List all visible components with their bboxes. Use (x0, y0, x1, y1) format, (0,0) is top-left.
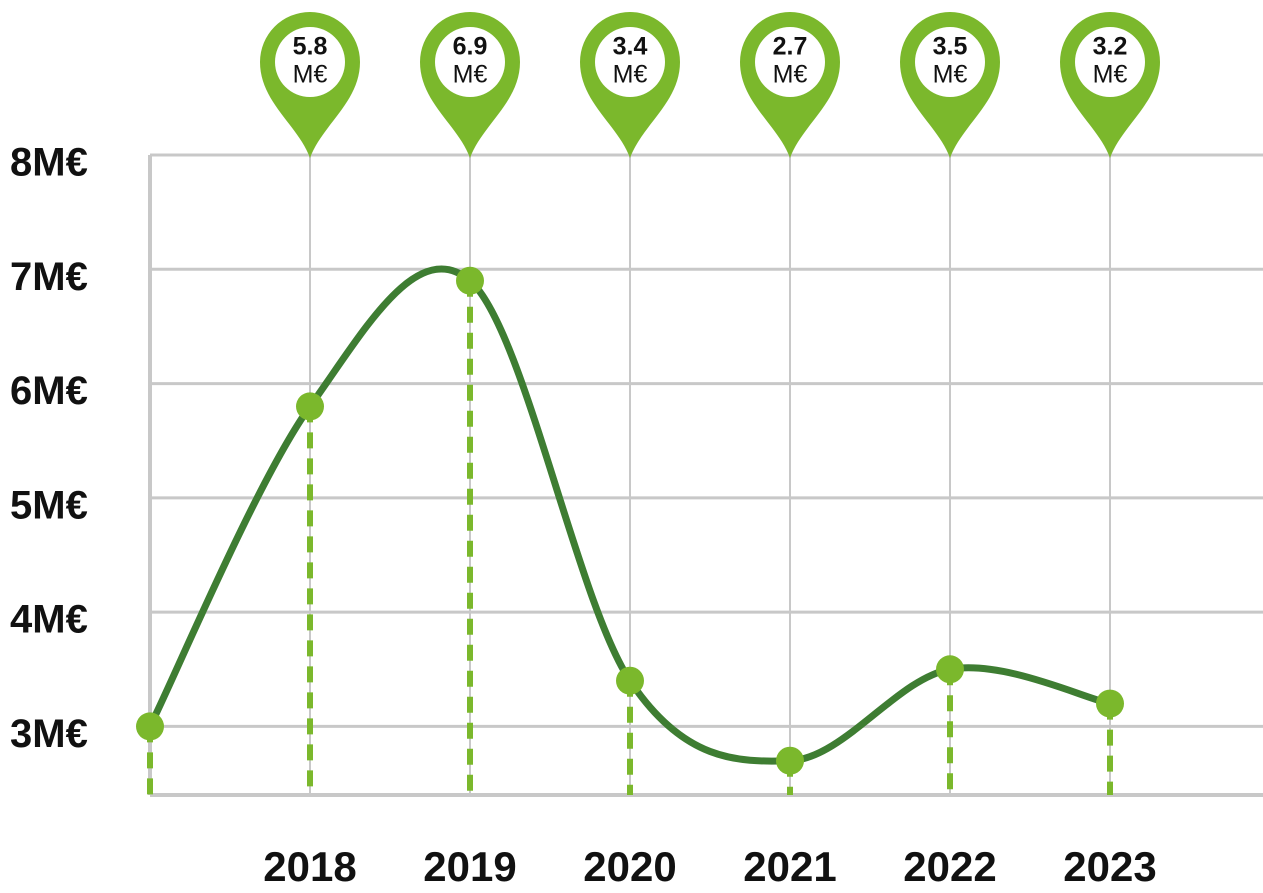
marker (776, 746, 804, 775)
marker (296, 392, 324, 421)
marker (456, 266, 484, 295)
marker (616, 666, 644, 695)
pin-inner (595, 27, 665, 97)
pin-value: 3.2 (1093, 33, 1128, 61)
x-tick-label: 2023 (1063, 843, 1156, 890)
pin-value: 3.4 (613, 33, 648, 61)
x-tick-label: 2020 (583, 843, 676, 890)
marker (136, 712, 164, 741)
x-tick-label: 2021 (743, 843, 836, 890)
pin-unit: M€ (453, 61, 488, 89)
x-tick-label: 2018 (263, 843, 356, 890)
y-tick-label: 7M€ (10, 255, 88, 299)
pin-inner (275, 27, 345, 97)
pin-unit: M€ (613, 61, 648, 89)
pin-value: 6.9 (453, 33, 488, 61)
marker (1096, 689, 1124, 718)
pin-value: 2.7 (773, 33, 808, 61)
pin-unit: M€ (773, 61, 808, 89)
pin-inner (1075, 27, 1145, 97)
pin-inner (755, 27, 825, 97)
y-tick-label: 3M€ (10, 712, 88, 756)
pin-inner (915, 27, 985, 97)
y-tick-label: 8M€ (10, 141, 88, 185)
pin-unit: M€ (1093, 61, 1128, 89)
marker (936, 655, 964, 684)
y-tick-label: 4M€ (10, 598, 88, 642)
line (146, 265, 1111, 765)
x-tick-label: 2022 (903, 843, 996, 890)
pin-inner (435, 27, 505, 97)
pin-unit: M€ (933, 61, 968, 89)
y-tick-label: 5M€ (10, 483, 88, 527)
x-tick-label: 2019 (423, 843, 516, 890)
pin-value: 3.5 (933, 33, 968, 61)
pin-unit: M€ (293, 61, 328, 89)
y-tick-label: 6M€ (10, 369, 88, 413)
pin-value: 5.8 (293, 33, 328, 61)
